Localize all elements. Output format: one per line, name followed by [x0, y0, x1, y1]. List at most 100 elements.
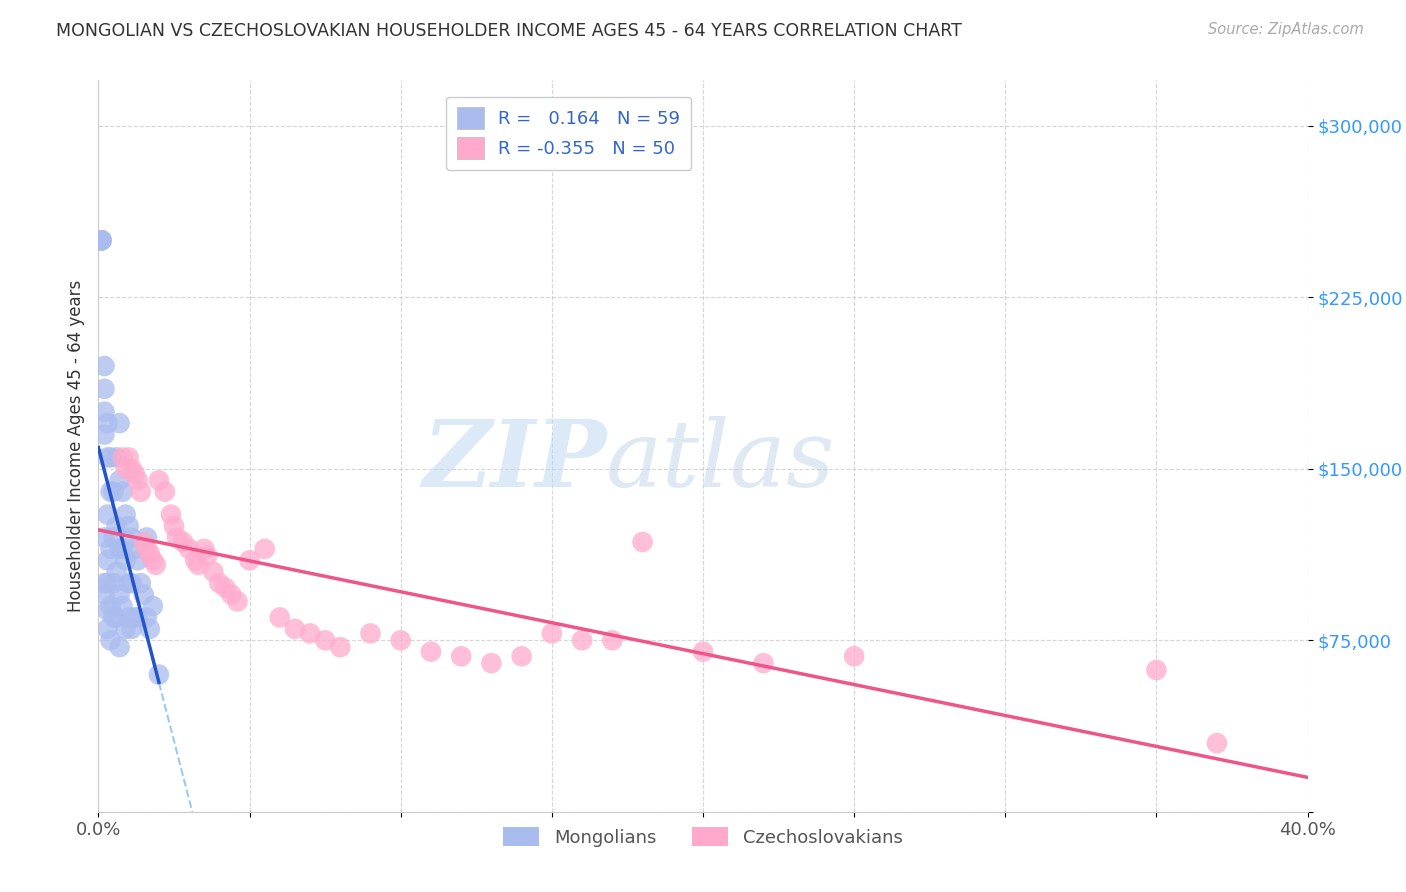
Point: [129, 484, 152, 499]
Point: [93, 382, 115, 396]
Point: [121, 622, 143, 636]
Point: [103, 610, 125, 624]
Point: [184, 553, 207, 567]
Point: [571, 633, 593, 648]
Point: [93, 405, 115, 419]
Point: [148, 667, 170, 681]
Point: [96, 450, 118, 465]
Point: [118, 576, 141, 591]
Y-axis label: Householder Income Ages 45 - 64 years: Householder Income Ages 45 - 64 years: [66, 280, 84, 612]
Point: [111, 484, 134, 499]
Point: [132, 535, 155, 549]
Point: [108, 541, 131, 556]
Point: [253, 541, 276, 556]
Point: [602, 633, 624, 648]
Point: [118, 519, 141, 533]
Point: [105, 610, 128, 624]
Point: [540, 626, 562, 640]
Point: [510, 649, 533, 664]
Point: [111, 450, 134, 465]
Point: [124, 541, 146, 556]
Point: [114, 622, 136, 636]
Point: [142, 553, 165, 567]
Point: [105, 565, 128, 579]
Point: [420, 645, 443, 659]
Point: [172, 535, 194, 549]
Point: [1144, 663, 1167, 677]
Point: [145, 558, 167, 572]
Point: [135, 610, 157, 624]
Point: [844, 649, 866, 664]
Point: [314, 633, 336, 648]
Point: [135, 541, 157, 556]
Point: [90, 233, 112, 247]
Point: [96, 553, 118, 567]
Point: [93, 530, 115, 544]
Point: [114, 508, 136, 522]
Point: [329, 640, 352, 655]
Point: [118, 450, 141, 465]
Point: [148, 473, 170, 487]
Point: [96, 576, 118, 591]
Point: [160, 508, 183, 522]
Point: [108, 588, 131, 602]
Point: [108, 416, 131, 430]
Point: [100, 599, 122, 613]
Point: [631, 535, 654, 549]
Point: [226, 594, 249, 608]
Point: [108, 473, 131, 487]
Point: [121, 576, 143, 591]
Point: [389, 633, 412, 648]
Point: [269, 610, 291, 624]
Point: [96, 416, 118, 430]
Text: ZIP: ZIP: [422, 416, 606, 506]
Point: [187, 558, 209, 572]
Point: [108, 640, 131, 655]
Point: [90, 233, 112, 247]
Point: [103, 484, 125, 499]
Point: [129, 576, 152, 591]
Point: [481, 656, 503, 670]
Point: [111, 541, 134, 556]
Point: [93, 427, 115, 442]
Point: [105, 450, 128, 465]
Point: [103, 530, 125, 544]
Point: [118, 610, 141, 624]
Point: [127, 610, 149, 624]
Point: [121, 462, 143, 476]
Point: [450, 649, 472, 664]
Point: [127, 553, 149, 567]
Point: [114, 462, 136, 476]
Point: [166, 530, 188, 544]
Point: [105, 519, 128, 533]
Point: [114, 553, 136, 567]
Point: [90, 233, 112, 247]
Text: MONGOLIAN VS CZECHOSLOVAKIAN HOUSEHOLDER INCOME AGES 45 - 64 YEARS CORRELATION C: MONGOLIAN VS CZECHOSLOVAKIAN HOUSEHOLDER…: [56, 22, 962, 40]
Point: [139, 546, 162, 560]
Point: [193, 541, 215, 556]
Point: [692, 645, 714, 659]
Point: [93, 576, 115, 591]
Point: [100, 484, 122, 499]
Text: Source: ZipAtlas.com: Source: ZipAtlas.com: [1208, 22, 1364, 37]
Text: atlas: atlas: [606, 416, 835, 506]
Point: [153, 484, 176, 499]
Point: [96, 622, 118, 636]
Point: [100, 450, 122, 465]
Point: [1206, 736, 1229, 750]
Point: [179, 541, 201, 556]
Point: [121, 530, 143, 544]
Point: [221, 588, 243, 602]
Point: [100, 541, 122, 556]
Point: [284, 622, 307, 636]
Point: [752, 656, 775, 670]
Point: [163, 519, 186, 533]
Point: [208, 576, 231, 591]
Point: [96, 603, 118, 617]
Point: [111, 599, 134, 613]
Point: [299, 626, 322, 640]
Point: [124, 467, 146, 481]
Point: [195, 549, 218, 563]
Point: [135, 530, 157, 544]
Point: [93, 359, 115, 373]
